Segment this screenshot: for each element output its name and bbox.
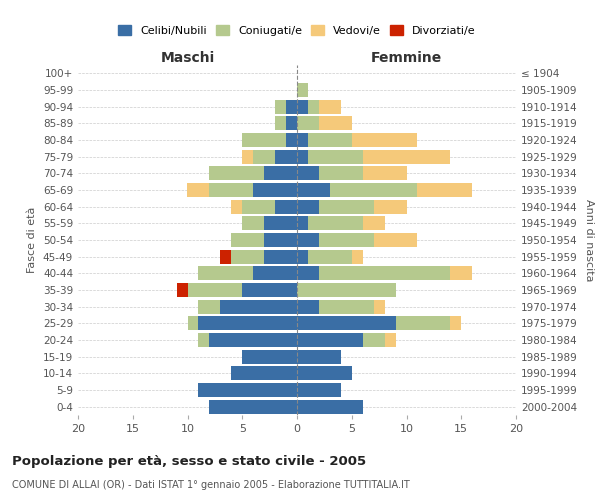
Bar xyxy=(352,250,362,264)
Bar xyxy=(297,266,319,280)
Bar xyxy=(232,233,264,247)
Bar xyxy=(297,116,319,130)
Y-axis label: Anni di nascita: Anni di nascita xyxy=(584,198,594,281)
Bar xyxy=(308,150,362,164)
Bar xyxy=(297,283,395,297)
Bar xyxy=(450,316,461,330)
Bar xyxy=(187,316,199,330)
Bar xyxy=(330,183,418,197)
Bar xyxy=(297,350,341,364)
Bar xyxy=(319,200,374,214)
Bar xyxy=(275,116,286,130)
Bar xyxy=(308,133,352,147)
Bar xyxy=(352,133,418,147)
Bar xyxy=(232,250,264,264)
Bar xyxy=(374,300,385,314)
Bar xyxy=(242,200,275,214)
Bar xyxy=(232,200,242,214)
Bar xyxy=(297,400,362,413)
Bar xyxy=(264,250,297,264)
Bar xyxy=(319,300,374,314)
Bar xyxy=(199,316,297,330)
Bar xyxy=(199,266,253,280)
Text: Femmine: Femmine xyxy=(371,51,442,65)
Bar xyxy=(395,316,450,330)
Bar xyxy=(450,266,472,280)
Bar xyxy=(297,166,319,180)
Bar xyxy=(209,400,297,413)
Bar xyxy=(319,166,362,180)
Bar xyxy=(297,300,319,314)
Text: Maschi: Maschi xyxy=(160,51,215,65)
Bar xyxy=(242,133,286,147)
Bar xyxy=(297,250,308,264)
Bar xyxy=(275,200,297,214)
Bar xyxy=(199,300,220,314)
Bar xyxy=(275,100,286,114)
Bar xyxy=(297,100,308,114)
Bar xyxy=(275,150,297,164)
Bar xyxy=(297,383,341,397)
Bar xyxy=(220,250,232,264)
Bar xyxy=(297,333,362,347)
Bar xyxy=(374,233,418,247)
Bar xyxy=(308,250,352,264)
Bar xyxy=(362,150,450,164)
Bar xyxy=(308,216,362,230)
Bar xyxy=(242,216,264,230)
Bar xyxy=(362,333,385,347)
Bar xyxy=(220,300,297,314)
Bar xyxy=(242,350,297,364)
Bar xyxy=(297,183,330,197)
Bar xyxy=(297,233,319,247)
Bar xyxy=(242,283,297,297)
Bar xyxy=(374,200,407,214)
Bar xyxy=(286,116,297,130)
Bar xyxy=(264,166,297,180)
Bar xyxy=(199,383,297,397)
Bar xyxy=(286,100,297,114)
Bar xyxy=(297,83,308,97)
Bar xyxy=(297,200,319,214)
Bar xyxy=(297,366,352,380)
Bar xyxy=(319,100,341,114)
Bar xyxy=(187,283,242,297)
Bar xyxy=(187,183,209,197)
Bar xyxy=(209,183,253,197)
Bar xyxy=(232,366,297,380)
Bar xyxy=(253,183,297,197)
Bar xyxy=(264,233,297,247)
Bar xyxy=(253,150,275,164)
Legend: Celibi/Nubili, Coniugati/e, Vedovi/e, Divorziati/e: Celibi/Nubili, Coniugati/e, Vedovi/e, Di… xyxy=(115,22,479,39)
Bar xyxy=(297,316,395,330)
Bar xyxy=(319,116,352,130)
Bar xyxy=(385,333,395,347)
Bar xyxy=(264,216,297,230)
Bar xyxy=(199,333,209,347)
Y-axis label: Fasce di età: Fasce di età xyxy=(28,207,37,273)
Bar xyxy=(308,100,319,114)
Text: Popolazione per età, sesso e stato civile - 2005: Popolazione per età, sesso e stato civil… xyxy=(12,455,366,468)
Bar xyxy=(362,166,407,180)
Bar xyxy=(297,150,308,164)
Bar xyxy=(209,333,297,347)
Bar xyxy=(253,266,297,280)
Bar xyxy=(418,183,472,197)
Bar xyxy=(286,133,297,147)
Bar xyxy=(297,133,308,147)
Bar xyxy=(176,283,187,297)
Text: COMUNE DI ALLAI (OR) - Dati ISTAT 1° gennaio 2005 - Elaborazione TUTTITALIA.IT: COMUNE DI ALLAI (OR) - Dati ISTAT 1° gen… xyxy=(12,480,410,490)
Bar xyxy=(242,150,253,164)
Bar xyxy=(297,216,308,230)
Bar xyxy=(319,233,374,247)
Bar xyxy=(319,266,450,280)
Bar xyxy=(209,166,264,180)
Bar xyxy=(362,216,385,230)
